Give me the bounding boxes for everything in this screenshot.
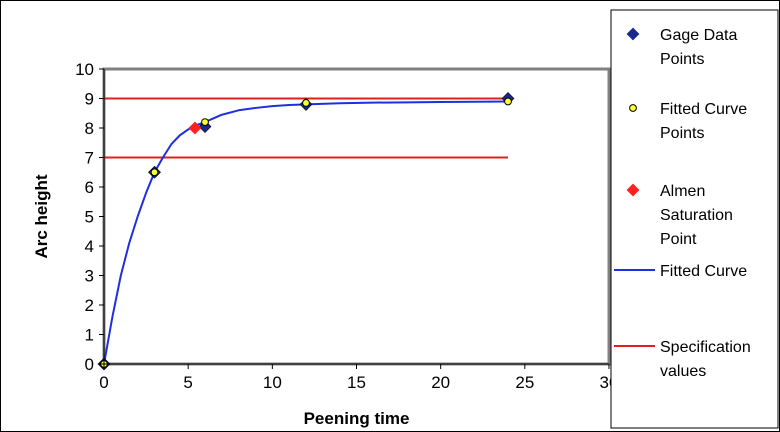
y-tick-label: 8 xyxy=(85,119,94,138)
legend-label: Fitted Curve xyxy=(660,263,747,280)
legend-label: Point xyxy=(660,231,697,248)
y-tick-label: 2 xyxy=(85,296,94,315)
x-tick-label: 20 xyxy=(431,373,450,392)
fitted-curve-point xyxy=(504,97,512,106)
y-tick-label: 0 xyxy=(85,355,94,374)
plot-area xyxy=(102,67,611,366)
x-axis-title: Peening time xyxy=(304,409,410,428)
y-axis-title: Arc height xyxy=(32,174,51,258)
legend-swatch xyxy=(626,183,640,197)
legend-label: Points xyxy=(660,125,704,142)
legend-label: Specification xyxy=(660,339,751,356)
x-tick-label: 15 xyxy=(347,373,366,392)
y-tick-label: 9 xyxy=(85,90,94,109)
y-tick-label: 1 xyxy=(85,326,94,345)
legend-label: Points xyxy=(660,51,704,68)
y-tick-label: 3 xyxy=(85,267,94,286)
fitted-curve-point xyxy=(150,168,159,177)
legend-box xyxy=(610,9,779,429)
legend-swatch xyxy=(626,27,640,41)
legend-label: Fitted Curve xyxy=(660,101,747,118)
x-tick-label: 25 xyxy=(515,373,534,392)
fitted-curve-point xyxy=(201,118,209,126)
legend-label: Saturation xyxy=(660,207,733,224)
legend-label: Almen xyxy=(660,183,705,200)
saturation-point xyxy=(188,121,202,135)
legend: Gage Data Points Fitted Curve Points Almen Sa… xyxy=(610,9,779,429)
plot-layer xyxy=(97,67,611,371)
y-tick-label: 7 xyxy=(85,149,94,168)
y-tick-label: 6 xyxy=(85,178,94,197)
y-tick-label: 10 xyxy=(75,60,94,79)
legend-swatch xyxy=(629,104,637,112)
x-tick-label: 10 xyxy=(263,373,282,392)
x-tick-label: 5 xyxy=(183,373,192,392)
fitted-curve-point xyxy=(302,99,310,107)
legend-label: values xyxy=(660,363,706,380)
y-tick-label: 4 xyxy=(85,237,94,256)
y-tick-label: 5 xyxy=(85,208,94,227)
x-tick-label: 0 xyxy=(99,373,108,392)
legend-label: Gage Data xyxy=(660,27,737,44)
